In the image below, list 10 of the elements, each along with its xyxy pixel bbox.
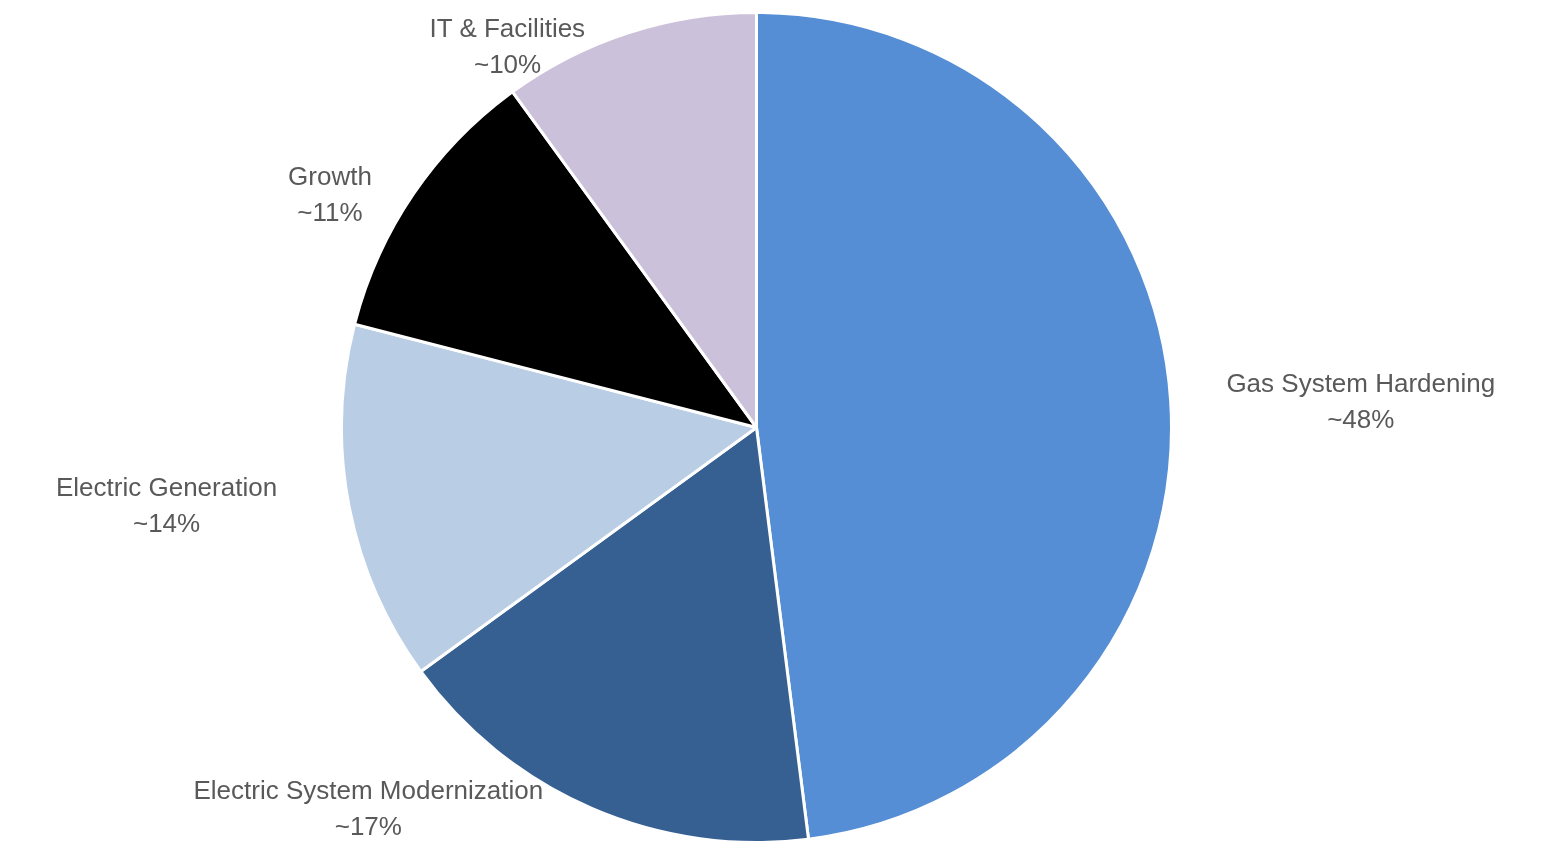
data-label: ~11% — [297, 197, 363, 228]
data-label: ~14% — [132, 508, 201, 539]
slice-label: Gas System Hardening — [1226, 368, 1496, 399]
data-label: ~10% — [473, 48, 542, 79]
data-label: ~48% — [1327, 404, 1395, 435]
slice-label: Electric System Modernization — [193, 775, 544, 806]
slice-label: IT & Facilities — [429, 12, 586, 43]
slice-label: Electric Generation — [56, 472, 278, 503]
data-label: ~17% — [334, 811, 402, 842]
slice-label: Growth — [288, 161, 372, 192]
